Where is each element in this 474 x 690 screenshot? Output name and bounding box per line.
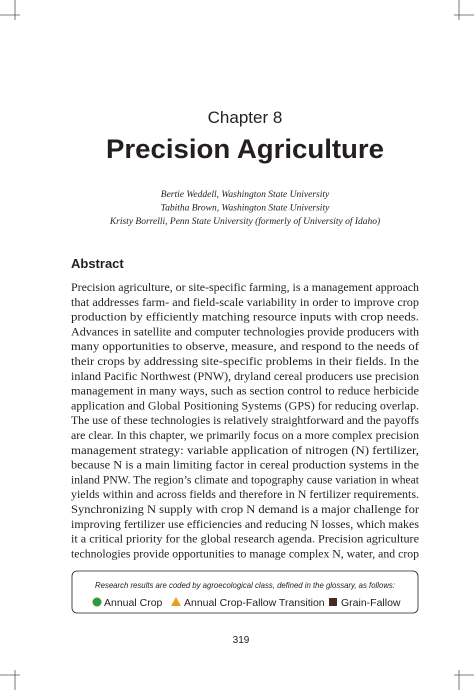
abstract-line: The use of these technologies is relativ…	[71, 415, 420, 427]
abstract-line: application and Global Positioning Syste…	[71, 400, 419, 412]
abstract-line: production by efficiently matching resou…	[71, 312, 419, 324]
abstract-line: Precision agriculture, or site-specific …	[71, 282, 419, 294]
chapter-title: Precision Agriculture	[106, 134, 384, 164]
abstract-line: Synchronizing N supply with crop N deman…	[71, 504, 419, 516]
abstract-line: technologies provide opportunities to ma…	[71, 548, 419, 560]
legend-label: Annual Crop-Fallow Transition	[184, 597, 325, 609]
legend-box	[71, 570, 419, 614]
page-number: 319	[233, 635, 250, 646]
abstract-line: many opportunities to observe, measure, …	[71, 341, 419, 353]
abstract-line: inland Pacific Northwest (PNW), dryland …	[71, 371, 419, 383]
abstract-line: yields within and across fields and ther…	[71, 489, 419, 501]
author: Bertie Weddell, Washington State Univers…	[161, 190, 330, 200]
abstract-line: their crops by addressing site-specific …	[71, 356, 419, 368]
author: Kristy Borrelli, Penn State University (…	[109, 216, 380, 227]
chapter-label: Chapter 8	[208, 108, 283, 127]
legend-label: Grain-Fallow	[341, 597, 401, 609]
abstract-line: because N is a main limiting factor in c…	[71, 460, 419, 472]
abstract-line: management in many ways, such as section…	[71, 386, 419, 398]
legend-label: Annual Crop	[104, 597, 163, 609]
abstract-heading: Abstract	[71, 256, 124, 271]
author: Tabitha Brown, Washington State Universi…	[161, 204, 330, 214]
abstract-line: management strategy: variable applicatio…	[71, 445, 419, 457]
legend-caption: Research results are coded by agroecolog…	[95, 580, 396, 590]
abstract-line: Advances in satellite and computer techn…	[71, 326, 419, 338]
abstract-line: inland PNW. The region’s climate and top…	[71, 474, 420, 486]
abstract-line: improving fertilizer use efficiencies an…	[71, 519, 420, 531]
abstract-body: Precision agriculture, or site-specific …	[71, 282, 420, 560]
authors: Bertie Weddell, Washington State Univers…	[109, 190, 380, 227]
abstract-line: it a critical priority for the global re…	[71, 534, 419, 546]
legend-icon-square	[329, 598, 337, 606]
abstract-line: are clear. In this chapter, we primarily…	[71, 430, 419, 442]
abstract-line: that addresses farm- and field-scale var…	[71, 297, 419, 309]
legend-icon-triangle	[171, 597, 181, 606]
legend-icon-circle	[92, 597, 102, 607]
